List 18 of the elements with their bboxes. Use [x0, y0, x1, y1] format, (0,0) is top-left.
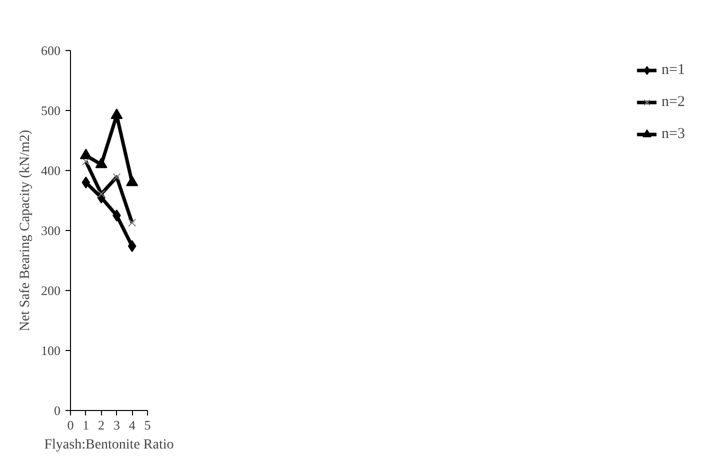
x-tick-label: 0 [67, 418, 74, 432]
y-tick-label: 200 [41, 283, 60, 298]
x-tick-label: 4 [128, 418, 136, 432]
y-tick-label: 100 [41, 343, 60, 358]
y-axis-title: Net Safe Bearing Capacity (kN/m2) [18, 129, 33, 332]
y-tick-label: 500 [41, 103, 60, 118]
legend-label: n=3 [662, 126, 685, 142]
x-tick-label: 2 [98, 418, 105, 432]
x-tick-label: 5 [144, 418, 151, 432]
legend-label: n=1 [662, 62, 685, 78]
x-tick-label: 3 [113, 418, 120, 432]
y-tick-label: 400 [41, 163, 60, 178]
x-tick-label: 1 [82, 418, 90, 432]
y-tick-label: 600 [41, 43, 60, 58]
y-tick-label: 300 [41, 223, 60, 238]
x-axis-title: Flyash:Bentonite Ratio [44, 438, 174, 452]
legend-label: n=2 [662, 94, 685, 110]
y-tick-label: 0 [54, 403, 60, 418]
